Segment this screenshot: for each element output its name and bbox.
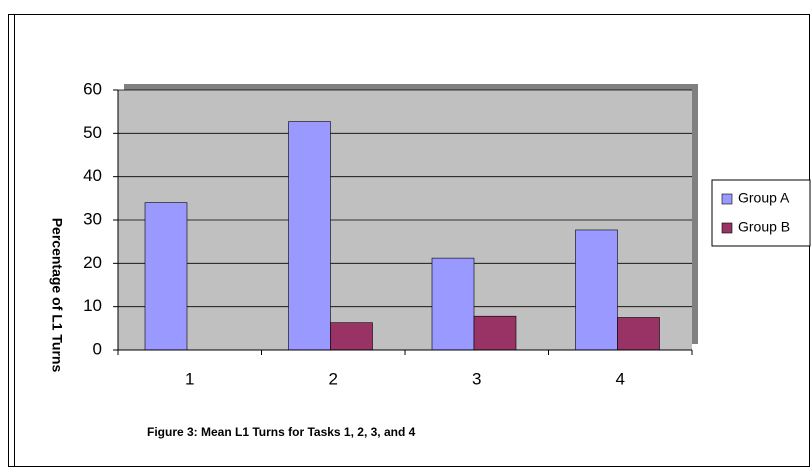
x-tick-label: 4 [616, 369, 625, 388]
bar [575, 229, 618, 351]
y-tick-label: 50 [83, 123, 102, 142]
legend-label: Group A [738, 190, 790, 206]
y-tick-label: 40 [83, 166, 102, 185]
y-tick-label: 0 [93, 339, 102, 358]
bar [144, 202, 188, 351]
y-tick-label: 20 [83, 253, 102, 272]
legend-swatch [721, 193, 733, 205]
bar [330, 322, 373, 351]
bar [431, 257, 475, 351]
bar [473, 315, 517, 351]
y-tick-label: 30 [83, 209, 102, 228]
y-axis-label: Percentage of L1 Turns [49, 218, 65, 373]
y-tick-label: 10 [83, 296, 102, 315]
legend-box [711, 179, 811, 247]
legend-swatch [721, 222, 733, 234]
legend-label: Group B [738, 219, 790, 235]
bar [617, 317, 660, 351]
x-tick-label: 1 [185, 369, 194, 388]
x-tick-label: 2 [329, 369, 338, 388]
x-tick-label: 3 [472, 369, 481, 388]
caption: Figure 3: Mean L1 Turns for Tasks 1, 2, … [147, 425, 416, 439]
y-tick-label: 60 [83, 79, 102, 98]
bar [288, 121, 331, 351]
